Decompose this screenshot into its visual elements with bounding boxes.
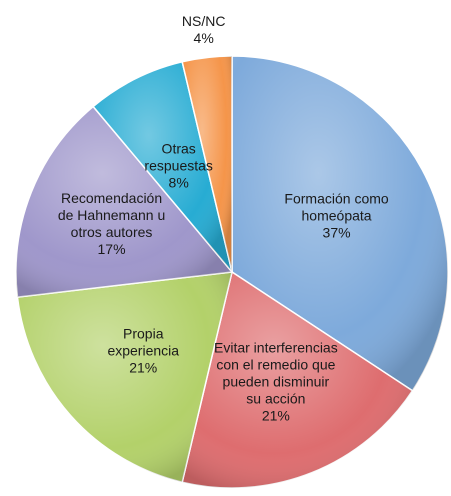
slice-label: Recomendación de Hahnemann u otros autor… [58, 190, 165, 258]
slice-shading [182, 272, 413, 488]
value-label: 8% [168, 174, 189, 191]
slice-shading [17, 272, 233, 483]
value-label: 37% [322, 224, 351, 241]
category-label: Formación como homeópata [284, 190, 389, 224]
slice-label: Propia experiencia 21% [107, 325, 179, 376]
slice-shading [16, 106, 232, 298]
slice-label: Formación como homeópata 37% [284, 190, 388, 241]
value-label: 21% [129, 359, 158, 376]
category-label: Evitar interferencias con el remedio que… [214, 339, 338, 407]
slice-label: Otras respuestas 8% [144, 140, 212, 191]
category-label: Otras respuestas [144, 140, 213, 174]
value-label: 4% [193, 29, 214, 46]
slice-label: NS/NC 4% [182, 13, 226, 47]
value-label: 17% [97, 241, 126, 258]
category-label: Recomendación de Hahnemann u otros autor… [57, 190, 166, 241]
value-label: 21% [261, 407, 290, 424]
slice-label: Evitar interferencias con el remedio que… [214, 340, 338, 425]
slice-shading [182, 56, 232, 272]
category-label: Propia experiencia [107, 325, 180, 359]
slice-shading [93, 61, 233, 272]
category-label: NS/NC [181, 12, 226, 29]
